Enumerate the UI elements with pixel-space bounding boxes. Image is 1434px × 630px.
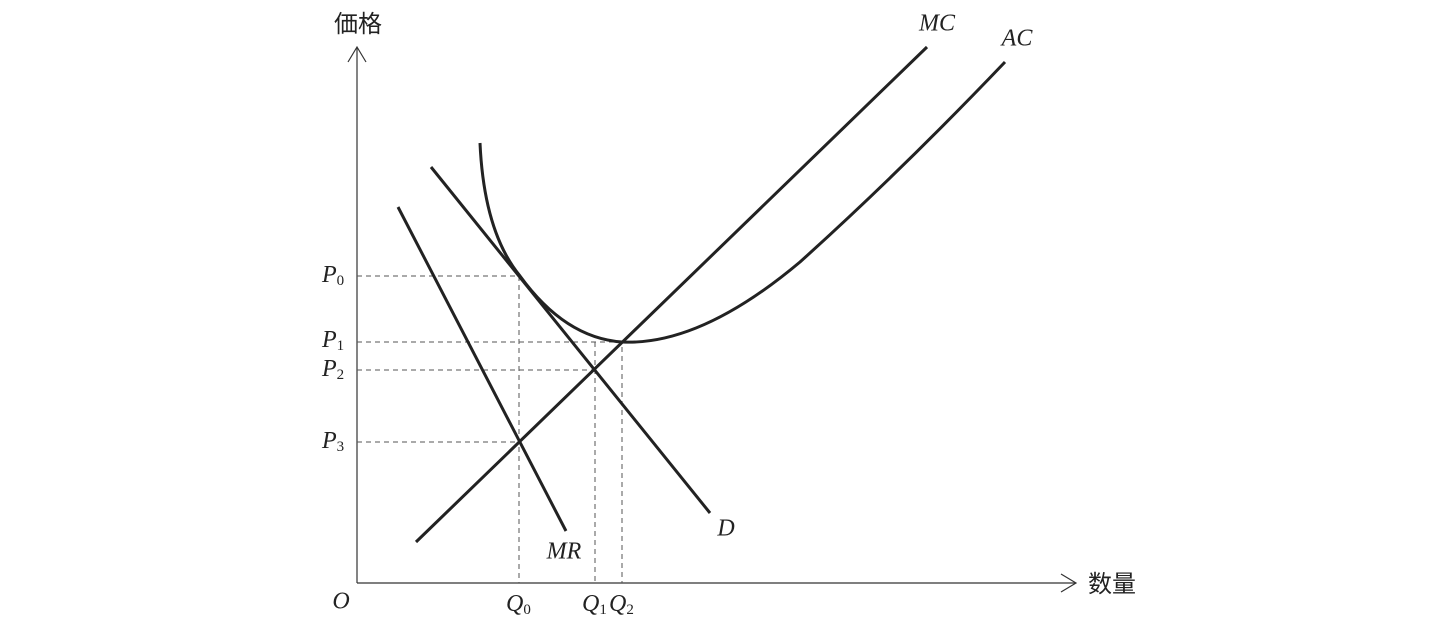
subscript: 1 [337,338,345,354]
subscript: 0 [337,273,345,289]
mr-curve [396,206,568,532]
p3-label: P3 [321,428,344,456]
mr-label: MR [546,539,582,565]
x-axis-arrow [1060,573,1078,593]
q2-label: Q2 [609,591,634,619]
y-axis-arrow [347,45,367,63]
subscript: 1 [599,602,607,618]
symbol: Q [609,591,626,617]
mc-curve [414,45,929,544]
symbol: Q [582,591,599,617]
symbol: P [321,428,337,454]
guide-p1-q2 [357,341,623,583]
p1-label: P1 [321,327,344,355]
symbol: P [321,262,337,288]
symbol: P [321,327,337,353]
demand-curve [429,166,712,514]
q0-label: Q0 [506,591,531,619]
ac-label: AC [1000,26,1034,52]
q1-label: Q1 [582,591,607,619]
y-axis-label: 価格 [334,10,382,38]
subscript: 0 [523,602,531,618]
x-axis-label: 数量 [1088,570,1136,598]
symbol: P [321,356,337,382]
subscript: 2 [337,367,345,383]
ac-curve [478,60,1007,344]
p2-label: P2 [321,356,344,384]
origin-label: O [332,589,349,615]
subscript: 2 [626,602,634,618]
symbol: Q [506,591,523,617]
subscript: 3 [337,439,345,455]
p0-label: P0 [321,262,344,290]
mc-label: MC [918,11,956,37]
guide-p0-q0 [357,275,520,583]
d-label: D [716,516,734,542]
